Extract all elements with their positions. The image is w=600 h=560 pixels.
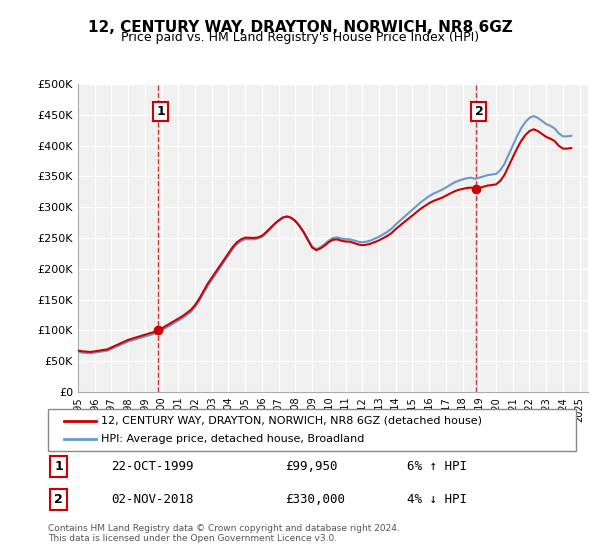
- Text: Price paid vs. HM Land Registry's House Price Index (HPI): Price paid vs. HM Land Registry's House …: [121, 31, 479, 44]
- Text: 2: 2: [54, 493, 63, 506]
- Text: 22-OCT-1999: 22-OCT-1999: [112, 460, 194, 473]
- Text: 6% ↑ HPI: 6% ↑ HPI: [407, 460, 467, 473]
- Text: 02-NOV-2018: 02-NOV-2018: [112, 493, 194, 506]
- Text: 12, CENTURY WAY, DRAYTON, NORWICH, NR8 6GZ (detached house): 12, CENTURY WAY, DRAYTON, NORWICH, NR8 6…: [101, 416, 482, 426]
- Text: £99,950: £99,950: [286, 460, 338, 473]
- Text: 2: 2: [475, 105, 484, 118]
- Text: Contains HM Land Registry data © Crown copyright and database right 2024.
This d: Contains HM Land Registry data © Crown c…: [48, 524, 400, 543]
- Text: 1: 1: [157, 105, 165, 118]
- FancyBboxPatch shape: [48, 409, 576, 451]
- Text: £330,000: £330,000: [286, 493, 346, 506]
- Text: 1: 1: [54, 460, 63, 473]
- Text: 4% ↓ HPI: 4% ↓ HPI: [407, 493, 467, 506]
- Text: HPI: Average price, detached house, Broadland: HPI: Average price, detached house, Broa…: [101, 434, 364, 444]
- Text: 12, CENTURY WAY, DRAYTON, NORWICH, NR8 6GZ: 12, CENTURY WAY, DRAYTON, NORWICH, NR8 6…: [88, 20, 512, 35]
